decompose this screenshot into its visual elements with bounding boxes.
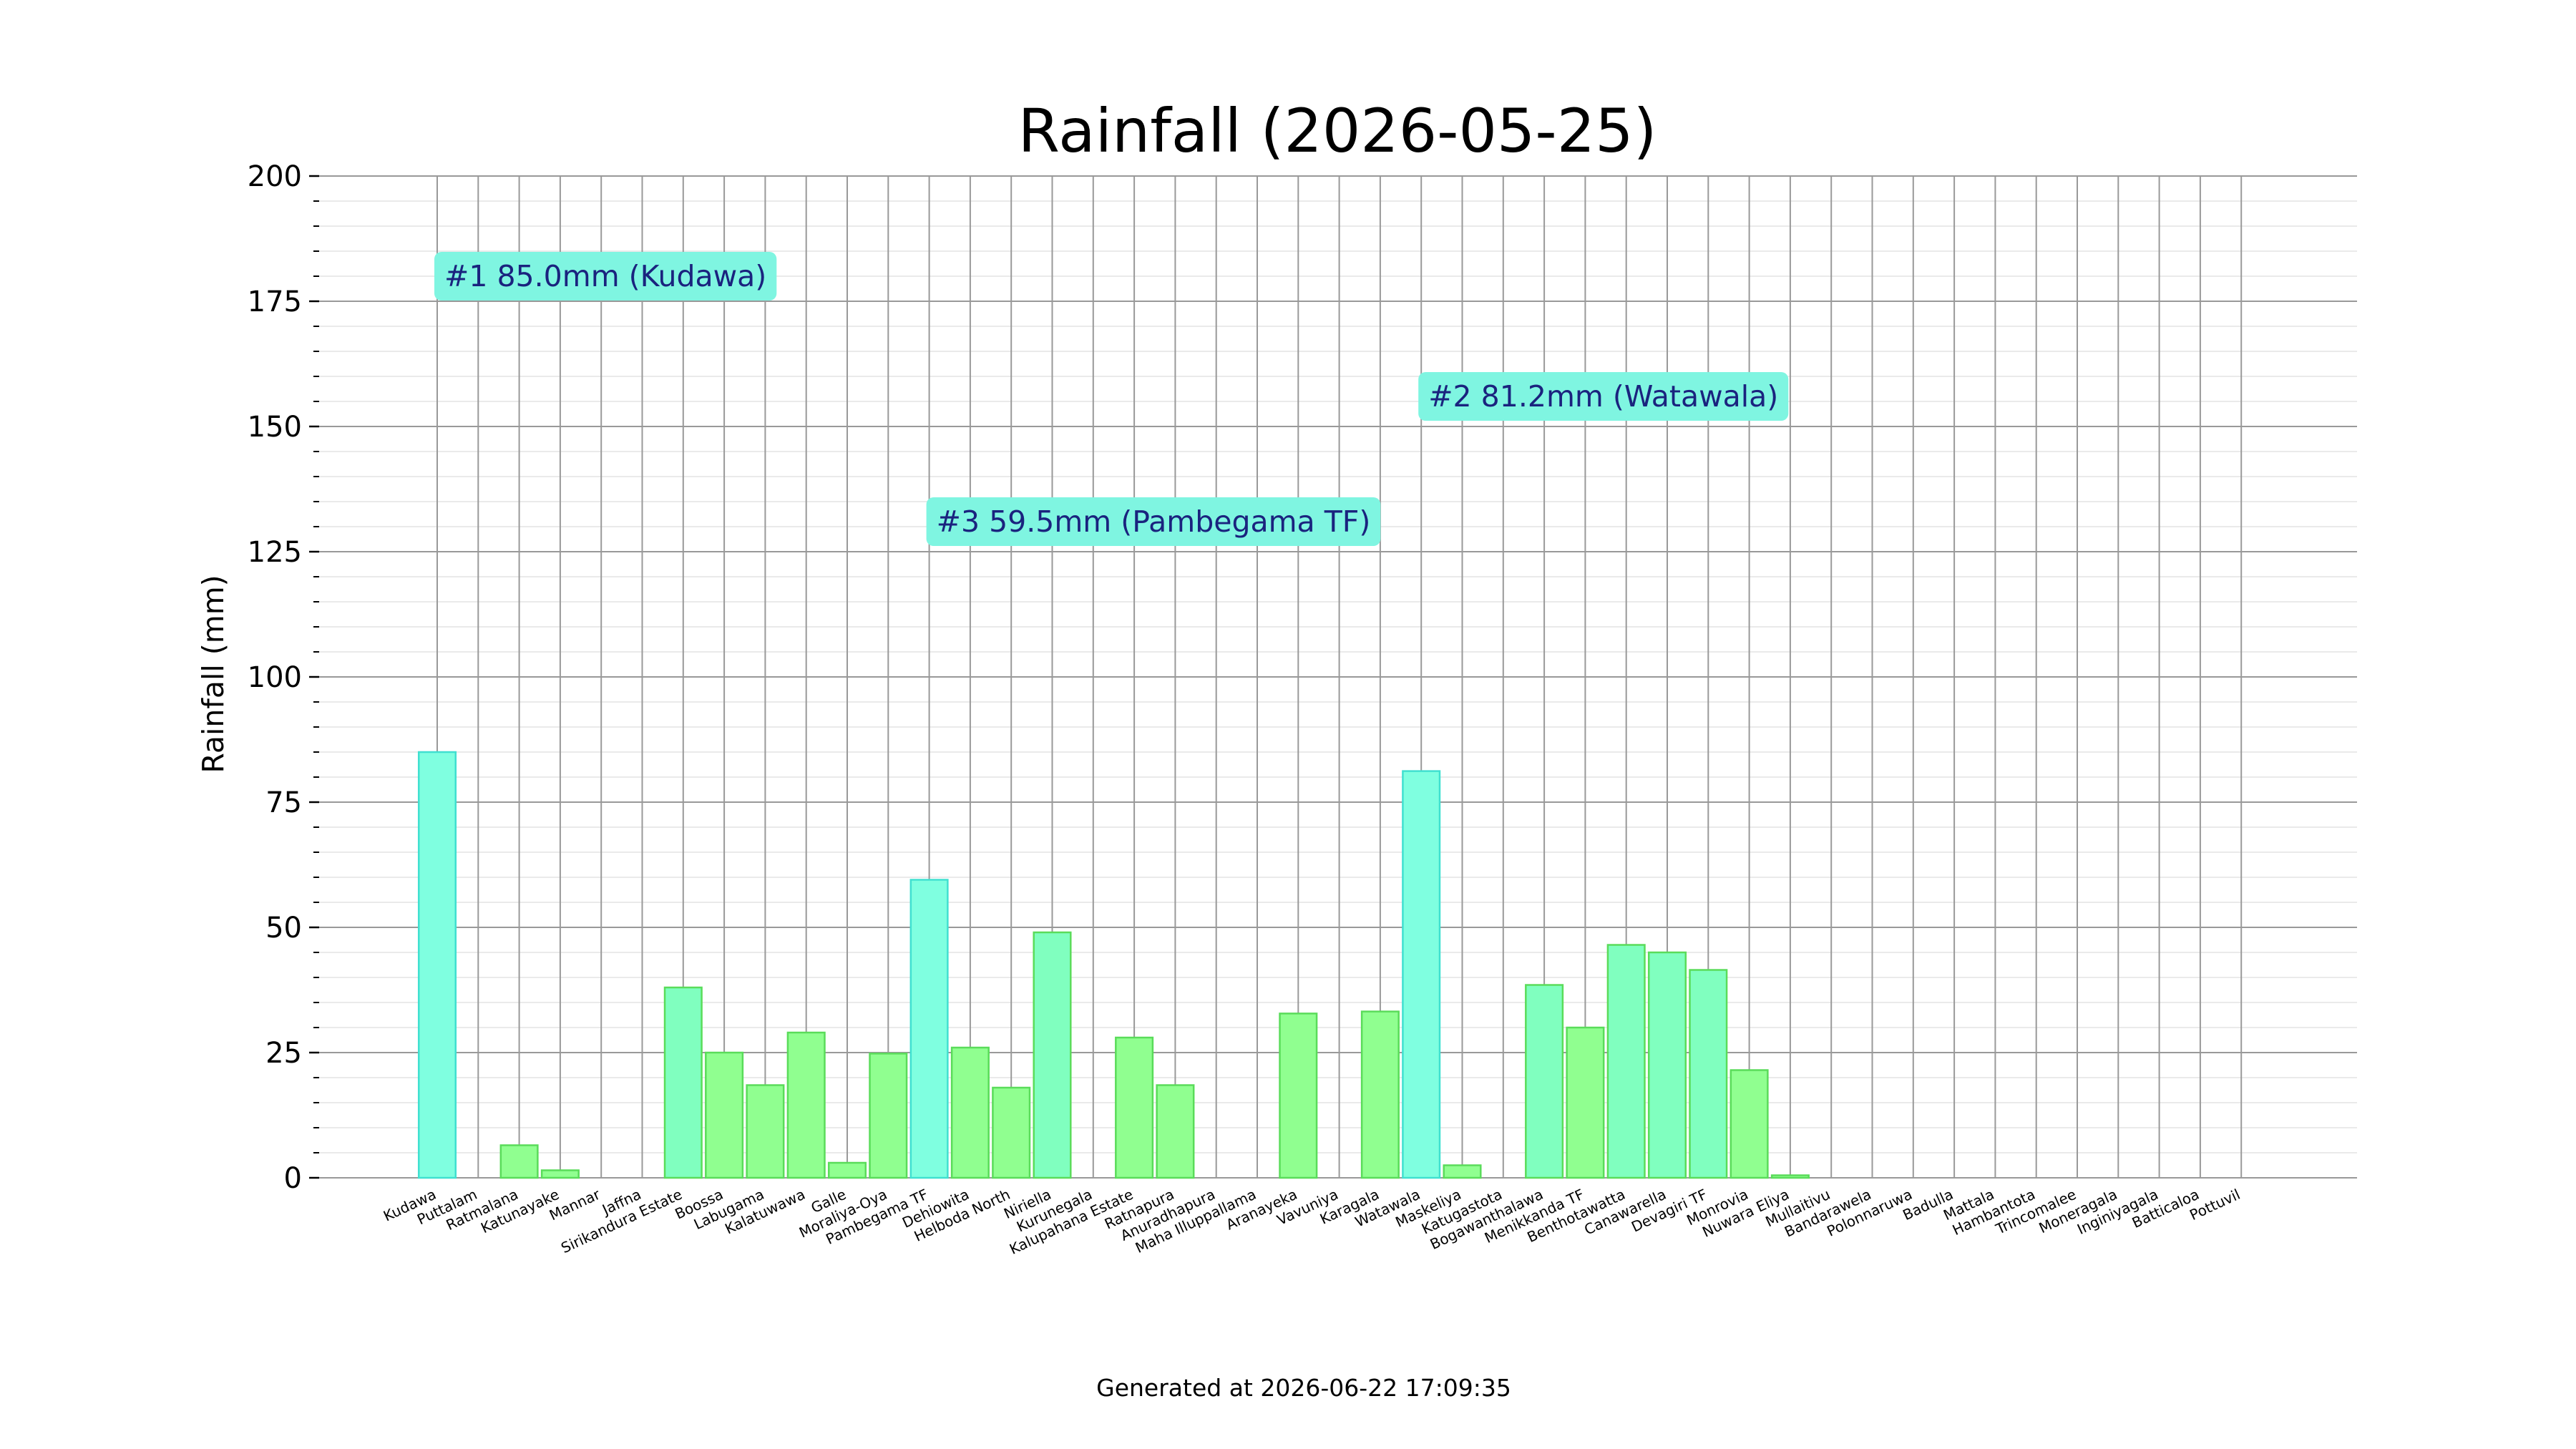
- bar-benthotawatta: [1606, 944, 1646, 1179]
- annotation-box: [926, 497, 1381, 546]
- annotation-box: [1418, 372, 1789, 421]
- y-tick-label: 25: [265, 1037, 302, 1070]
- bar-kalatuwawa: [786, 1031, 826, 1179]
- bar-devagiri-tf: [1689, 969, 1728, 1179]
- bar-ratnapura: [1156, 1084, 1195, 1179]
- y-tick-label: 175: [248, 286, 302, 318]
- bar-helboda-north: [992, 1086, 1031, 1179]
- bar-moraliya-oya: [869, 1053, 908, 1179]
- bar-maskeliya: [1443, 1164, 1482, 1179]
- y-axis-label: Rainfall (mm): [196, 575, 230, 773]
- bar-canawarella: [1647, 951, 1687, 1179]
- annotation-text: #2 81.2mm (Watawala): [1428, 379, 1778, 414]
- annotation-layer: #1 85.0mm (Kudawa) #2 81.2mm (Watawala) #3…: [434, 252, 1789, 546]
- bar-niriella: [1033, 931, 1072, 1179]
- y-tick-label: 125: [248, 536, 302, 569]
- bar-galle: [827, 1161, 867, 1179]
- bar-nuwara-eliya: [1770, 1174, 1810, 1179]
- annotation-2: #2 81.2mm (Watawala): [1418, 372, 1789, 421]
- bar-boossa: [705, 1051, 744, 1179]
- annotation-1: #1 85.0mm (Kudawa): [434, 252, 777, 301]
- bar-pambegama-tf: [909, 879, 949, 1179]
- bar-dehiowita: [950, 1046, 990, 1179]
- bar-kudawa: [417, 751, 457, 1179]
- y-tick-label: 75: [265, 786, 302, 819]
- y-tick-label: 100: [248, 661, 302, 694]
- annotation-3: #3 59.5mm (Pambegama TF): [926, 497, 1381, 546]
- bar-kalupahana-estate: [1115, 1036, 1154, 1179]
- bar-sirikandura-estate: [663, 986, 703, 1179]
- y-tick-label: 150: [248, 411, 302, 444]
- bars-layer: [417, 751, 1810, 1179]
- bar-labugama: [746, 1084, 785, 1179]
- bar-watawala: [1402, 770, 1441, 1179]
- bar-ratmalana: [499, 1144, 539, 1179]
- bar-karagala: [1360, 1010, 1400, 1179]
- bar-aranayeka: [1279, 1013, 1318, 1179]
- y-tick-label: 50: [265, 912, 302, 945]
- grid-layer: [319, 175, 2357, 1179]
- annotation-box: [434, 252, 777, 301]
- bar-monrovia: [1729, 1069, 1769, 1179]
- y-tick-label: 0: [284, 1162, 302, 1195]
- annotation-text: #3 59.5mm (Pambegama TF): [937, 504, 1371, 539]
- chart-title: Rainfall (2026-05-25): [1018, 96, 1657, 166]
- generated-timestamp: Generated at 2026-06-22 17:09:35: [1096, 1374, 1511, 1402]
- annotation-text: #1 85.0mm (Kudawa): [444, 259, 766, 293]
- bar-bogawanthalawa: [1525, 984, 1564, 1179]
- y-tick-label: 200: [248, 160, 302, 193]
- bar-menikkanda-tf: [1566, 1026, 1605, 1179]
- axis-layer: 0255075100125150175200KudawaPuttalamRatm…: [248, 160, 2243, 1258]
- bar-katunayake: [540, 1169, 580, 1179]
